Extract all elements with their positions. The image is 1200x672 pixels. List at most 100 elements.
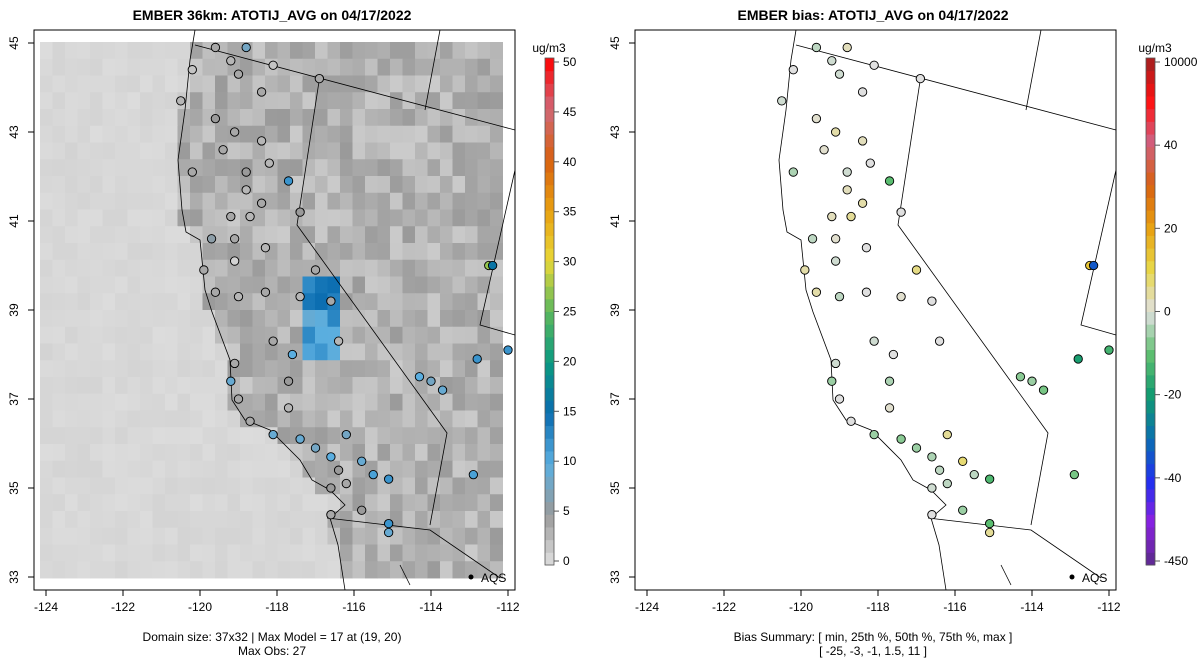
- model-grid-cell: [390, 226, 403, 244]
- model-grid-cell: [65, 326, 78, 344]
- model-grid-cell: [127, 259, 141, 277]
- model-grid-cell: [277, 511, 291, 529]
- obs-station-marker: [283, 176, 294, 186]
- model-grid-cell: [190, 142, 203, 160]
- obs-station-marker: [295, 291, 305, 302]
- model-grid-cell: [465, 125, 478, 143]
- model-grid-cell: [190, 544, 203, 562]
- model-grid-cell: [152, 243, 166, 261]
- model-grid-cell: [415, 293, 428, 311]
- bias-station-marker: [985, 474, 995, 484]
- model-grid-cell: [427, 92, 441, 110]
- model-grid-cell: [65, 544, 78, 562]
- model-grid-cell: [165, 159, 178, 177]
- model-grid-cell: [215, 326, 228, 344]
- model-grid-cell: [352, 293, 366, 311]
- model-grid-cell: [165, 544, 178, 562]
- colorbar-segment: [1146, 400, 1155, 414]
- model-grid-cell: [252, 259, 266, 277]
- x-tick-label: -122: [111, 600, 135, 614]
- model-grid-cell: [277, 527, 291, 545]
- model-grid-cell: [90, 192, 103, 210]
- colorbar-segment: [545, 58, 554, 72]
- colorbar-segment: [545, 400, 554, 414]
- model-grid-cell: [327, 75, 341, 93]
- model-grid-cell: [127, 58, 141, 76]
- model-grid-cell: [40, 243, 53, 261]
- model-grid-cell: [215, 75, 228, 93]
- colorbar-segment: [545, 222, 554, 236]
- model-grid-cell: [490, 511, 503, 529]
- model-grid-cell: [277, 58, 291, 76]
- model-grid-cell: [165, 58, 178, 76]
- obs-station-marker: [256, 198, 267, 208]
- model-grid-cell: [290, 92, 303, 110]
- model-grid-cell: [490, 75, 503, 93]
- model-grid-cell: [177, 326, 191, 344]
- model-grid-cell: [415, 511, 428, 529]
- model-grid-cell: [215, 209, 228, 227]
- model-grid-cell: [165, 511, 178, 529]
- obs-station-marker: [268, 60, 278, 70]
- colorbar-tick-label: 20: [563, 354, 577, 368]
- model-grid-cell: [377, 326, 391, 344]
- model-grid-cell: [40, 92, 53, 110]
- bias-station-marker: [911, 265, 922, 275]
- model-grid-cell: [40, 226, 53, 244]
- model-grid-cell: [77, 393, 91, 411]
- model-grid-cell: [140, 544, 153, 562]
- model-grid-cell: [140, 293, 153, 311]
- model-grid-cell: [40, 343, 53, 361]
- model-grid-cell: [365, 92, 378, 110]
- model-grid-cell: [440, 259, 453, 277]
- model-grid-cell: [365, 393, 378, 411]
- model-grid-cell: [152, 276, 166, 294]
- model-grid-cell: [152, 92, 166, 110]
- model-grid-cell: [465, 427, 478, 445]
- model-grid-cell: [127, 544, 141, 562]
- model-grid-cell: [352, 109, 366, 127]
- colorbar-segment: [1146, 248, 1155, 262]
- model-grid-cell: [240, 226, 253, 244]
- model-grid-cell: [352, 226, 366, 244]
- model-grid-cell: [265, 360, 278, 378]
- model-grid-cell: [215, 176, 228, 194]
- model-grid-cell: [90, 58, 103, 76]
- colorbar-tick-label: 45: [563, 105, 577, 119]
- model-grid-cell: [302, 192, 316, 210]
- model-grid-cell: [215, 494, 228, 512]
- model-grid-cell: [302, 544, 316, 562]
- obs-station-marker: [357, 456, 367, 466]
- model-grid-cell: [277, 410, 291, 428]
- model-grid-cell: [65, 209, 78, 227]
- model-grid-cell: [65, 42, 78, 60]
- model-grid-cell: [427, 393, 441, 411]
- model-grid-cell: [90, 477, 103, 495]
- model-grid-cell: [340, 259, 353, 277]
- model-grid-cell: [415, 209, 428, 227]
- colorbar-segment: [1146, 552, 1155, 566]
- obs-station-marker: [187, 167, 197, 177]
- model-grid-cell: [52, 176, 66, 194]
- model-grid-cell: [115, 75, 128, 93]
- model-grid-cell: [490, 125, 503, 143]
- model-grid-cell: [152, 142, 166, 160]
- model-grid-cell: [215, 377, 228, 395]
- model-grid-cell: [302, 326, 316, 344]
- model-grid-cell: [115, 326, 128, 344]
- model-grid-cell: [102, 259, 116, 277]
- model-grid-cell: [427, 310, 441, 328]
- bias-station-marker: [831, 127, 841, 137]
- y-tick-label: 39: [608, 303, 622, 317]
- model-grid-cell: [277, 243, 291, 261]
- obs-station-marker: [264, 158, 274, 168]
- model-grid-cell: [277, 427, 291, 445]
- bias-station-marker: [861, 243, 872, 253]
- model-grid-cell: [90, 176, 103, 194]
- model-grid-cell: [452, 209, 466, 227]
- obs-station-marker: [268, 429, 278, 440]
- right-footer-line1: Bias Summary: [ min, 25th %, 50th %, 75t…: [734, 630, 1013, 644]
- model-grid-cell: [77, 326, 91, 344]
- right-map-panel: -124 -122 -120 -118 -116 -114 -112 45 43 41 39 37 35…: [608, 29, 1121, 614]
- model-grid-cell: [240, 125, 253, 143]
